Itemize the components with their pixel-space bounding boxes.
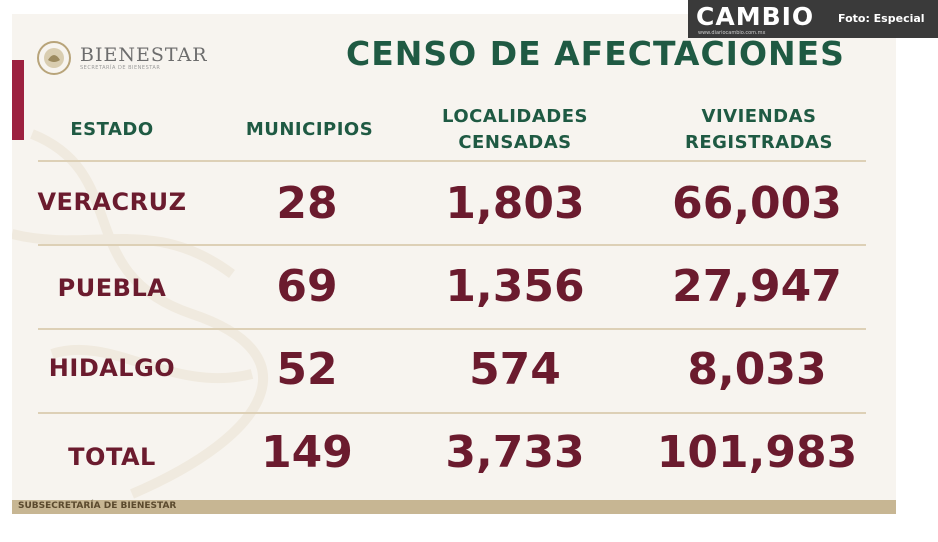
header-municipios: MUNICIPIOS [245,119,374,140]
row-estado-veracruz: VERACRUZ [37,188,187,216]
bienestar-logo: BIENESTAR SECRETARÍA DE BIENESTAR [36,40,208,76]
row-divider [38,412,866,414]
header-localidades: LOCALIDADES CENSADAS [420,104,610,156]
row-viviendas-total: 101,983 [656,427,858,478]
row-localidades-puebla: 1,356 [445,261,585,312]
row-localidades-veracruz: 1,803 [445,178,585,229]
logo-subtitle: SECRETARÍA DE BIENESTAR [80,65,161,71]
row-divider [38,244,866,246]
accent-bar [12,60,24,140]
row-estado-puebla: PUEBLA [57,274,167,302]
row-viviendas-hidalgo: 8,033 [687,344,827,395]
row-viviendas-veracruz: 66,003 [672,178,842,229]
row-divider [38,160,866,162]
mexican-eagle-seal-icon [37,41,71,75]
header-localidades-line2: CENSADAS [458,132,572,153]
row-divider [38,328,866,330]
row-municipios-veracruz: 28 [276,178,338,229]
source-watermark: CAMBIO www.diariocambio.com.mx Foto: Esp… [688,0,938,38]
infographic-slide: BIENESTAR SECRETARÍA DE BIENESTAR CENSO … [12,14,896,514]
row-estado-total: TOTAL [68,443,156,471]
photo-credit: Foto: Especial [838,12,925,25]
row-municipios-puebla: 69 [276,261,338,312]
page-title: CENSO DE AFECTACIONES [346,34,845,73]
watermark-url: www.diariocambio.com.mx [698,30,766,36]
header-localidades-line1: LOCALIDADES [441,106,588,127]
decorative-pattern [12,129,269,499]
header-estado: ESTADO [70,119,154,140]
row-municipios-hidalgo: 52 [276,344,338,395]
row-municipios-total: 149 [261,427,353,478]
row-localidades-total: 3,733 [445,427,585,478]
row-localidades-hidalgo: 574 [469,344,561,395]
footer-bar: SUBSECRETARÍA DE BIENESTAR [12,500,896,514]
header-viviendas-line1: VIVIENDAS [701,106,817,127]
header-viviendas-line2: REGISTRADAS [685,132,833,153]
header-viviendas: VIVIENDAS REGISTRADAS [664,104,854,156]
watermark-name: CAMBIO [696,2,815,31]
logo-name: BIENESTAR [80,44,208,66]
row-viviendas-puebla: 27,947 [672,261,842,312]
footer-text: SUBSECRETARÍA DE BIENESTAR [18,501,177,511]
row-estado-hidalgo: HIDALGO [48,354,176,382]
